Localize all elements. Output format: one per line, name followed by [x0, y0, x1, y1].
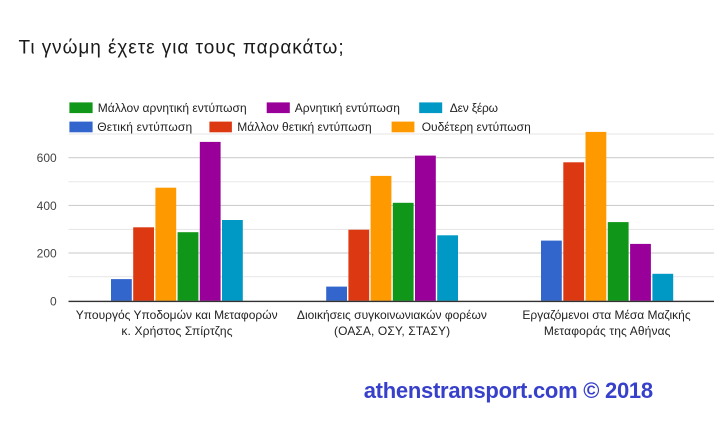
svg-text:Μεταφοράς της Αθήνας: Μεταφοράς της Αθήνας [544, 324, 671, 338]
svg-text:200: 200 [37, 247, 57, 261]
svg-text:(ΟΑΣΑ, ΟΣΥ, ΣΤΑΣΥ): (ΟΑΣΑ, ΟΣΥ, ΣΤΑΣΥ) [334, 324, 450, 338]
svg-text:athenstransport.com © 2018: athenstransport.com © 2018 [364, 378, 653, 403]
svg-text:Αρνητική εντύπωση: Αρνητική εντύπωση [295, 101, 400, 115]
svg-text:Δεν ξέρω: Δεν ξέρω [450, 101, 498, 115]
svg-text:Διοικήσεις συγκοινωνιακών φορέ: Διοικήσεις συγκοινωνιακών φορέων [297, 308, 487, 322]
svg-text:0: 0 [50, 295, 57, 309]
svg-text:600: 600 [37, 151, 57, 165]
svg-text:Μάλλον θετική εντύπωση: Μάλλον θετική εντύπωση [237, 120, 371, 134]
svg-text:Εργαζόμενοι στα Μέσα Μαζικής: Εργαζόμενοι στα Μέσα Μαζικής [522, 308, 690, 322]
svg-text:Ουδέτερη εντύπωση: Ουδέτερη εντύπωση [422, 120, 531, 134]
svg-text:κ. Χρήστος Σπίρτζης: κ. Χρήστος Σπίρτζης [121, 324, 232, 338]
svg-text:Μάλλον αρνητική εντύπωση: Μάλλον αρνητική εντύπωση [98, 101, 247, 115]
svg-text:Υπουργός Υποδομών και Μεταφορώ: Υπουργός Υποδομών και Μεταφορών [76, 308, 278, 322]
svg-text:Θετική εντύπωση: Θετική εντύπωση [97, 120, 192, 134]
svg-text:Τι γνώμη έχετε για τους παρακά: Τι γνώμη έχετε για τους παρακάτω; [19, 38, 345, 59]
svg-text:400: 400 [37, 199, 57, 213]
